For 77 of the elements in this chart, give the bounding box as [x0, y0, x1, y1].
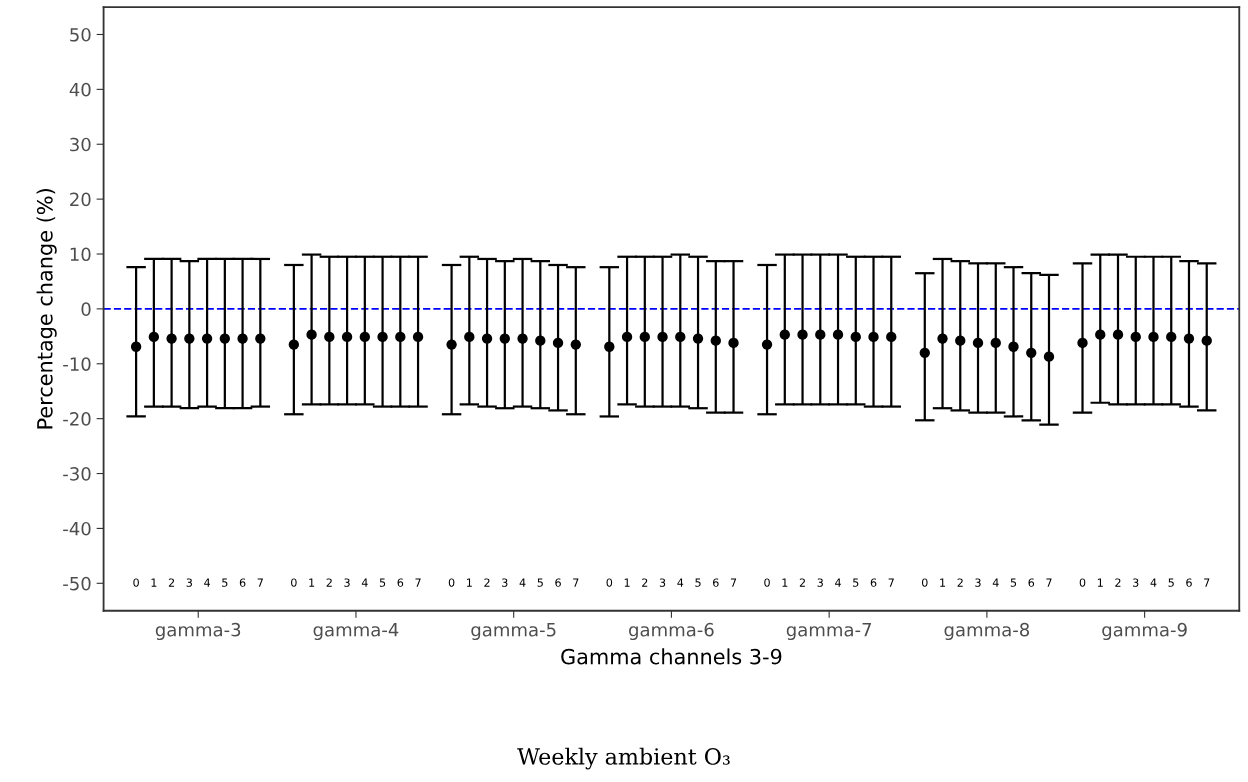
- annotation: 4: [204, 578, 211, 587]
- annotation: 6: [239, 578, 246, 587]
- annotation: 7: [888, 578, 894, 587]
- annotation: 1: [309, 578, 315, 587]
- y-tick-label: -40: [63, 521, 91, 536]
- annotation: 6: [397, 578, 404, 587]
- annotation: 6: [1186, 578, 1192, 587]
- annotation: 5: [853, 578, 859, 587]
- annotation: 4: [519, 578, 526, 587]
- annotation: 4: [361, 578, 368, 587]
- annotation: 2: [1115, 578, 1121, 587]
- annotation: 4: [992, 578, 999, 587]
- annotation: 3: [975, 578, 981, 587]
- y-tick-label: -20: [63, 412, 91, 426]
- y-tick-label: -30: [63, 467, 91, 481]
- annotation: 3: [344, 578, 350, 587]
- x-tick-label: gamma-7: [786, 623, 871, 641]
- annotation: 7: [573, 578, 579, 587]
- annotation: 0: [291, 578, 297, 587]
- annotation: 2: [799, 578, 805, 587]
- y-tick-label: 50: [70, 27, 91, 42]
- annotation: 5: [695, 578, 701, 587]
- annotation: 5: [222, 578, 228, 587]
- annotation: 6: [1028, 578, 1035, 587]
- x-tick-label: gamma-6: [629, 622, 714, 641]
- annotation: 5: [1168, 578, 1174, 587]
- annotation: 3: [1133, 578, 1139, 587]
- annotation: 2: [168, 578, 175, 587]
- annotation: 2: [484, 578, 490, 587]
- annotation: 3: [659, 578, 666, 587]
- annotation: 2: [642, 578, 648, 587]
- y-axis-title: Percentage change (%): [36, 189, 57, 429]
- y-tick-label: 10: [70, 247, 91, 262]
- annotation: 3: [502, 578, 508, 587]
- y-tick-label: -10: [63, 357, 91, 371]
- annotation: 0: [606, 578, 613, 587]
- annotation: 3: [186, 578, 192, 587]
- annotation: 5: [379, 578, 386, 587]
- annotation: 2: [957, 578, 963, 587]
- y-tick-label: 0: [81, 302, 91, 317]
- annotation: 7: [1046, 578, 1052, 587]
- y-tick-label: 40: [69, 82, 91, 97]
- annotation: 6: [870, 578, 877, 587]
- annotation: 0: [133, 578, 139, 587]
- x-tick-label: gamma-3: [155, 622, 241, 641]
- annotation: 1: [940, 578, 946, 587]
- annotation: 6: [713, 578, 719, 587]
- annotation: 1: [624, 578, 630, 587]
- annotation: 1: [151, 578, 157, 587]
- annotation: 4: [1150, 578, 1157, 587]
- annotation: 1: [782, 578, 788, 587]
- x-tick-label: gamma-9: [1102, 622, 1187, 641]
- annotation: 1: [467, 578, 472, 587]
- x-tick-label: gamma-4: [313, 623, 399, 641]
- annotation: 7: [1204, 578, 1210, 587]
- x-tick-label: gamma-5: [471, 623, 556, 641]
- y-tick-label: 30: [70, 137, 91, 152]
- annotation: 7: [257, 578, 263, 587]
- text: Weekly ambient O₃: [517, 747, 730, 770]
- annotation: 0: [921, 578, 928, 587]
- annotation: 2: [326, 578, 332, 587]
- annotation: 7: [415, 578, 421, 587]
- x-axis-title: Gamma channels 3-9: [561, 648, 782, 665]
- annotation: 0: [1079, 578, 1086, 587]
- y-tick-label: -50: [63, 576, 91, 591]
- annotation: 3: [817, 578, 823, 587]
- x-tick-label: gamma-8: [944, 622, 1030, 641]
- y-tick-label: 20: [70, 192, 91, 207]
- annotation: 6: [555, 578, 561, 587]
- annotation: 1: [1097, 578, 1103, 587]
- annotation: 0: [764, 578, 770, 587]
- annotation: 4: [677, 578, 684, 587]
- annotation: 5: [537, 578, 543, 587]
- annotation: 4: [835, 578, 841, 587]
- annotation: 7: [730, 578, 737, 587]
- annotation: 5: [1010, 578, 1017, 587]
- annotation: 0: [448, 578, 455, 587]
